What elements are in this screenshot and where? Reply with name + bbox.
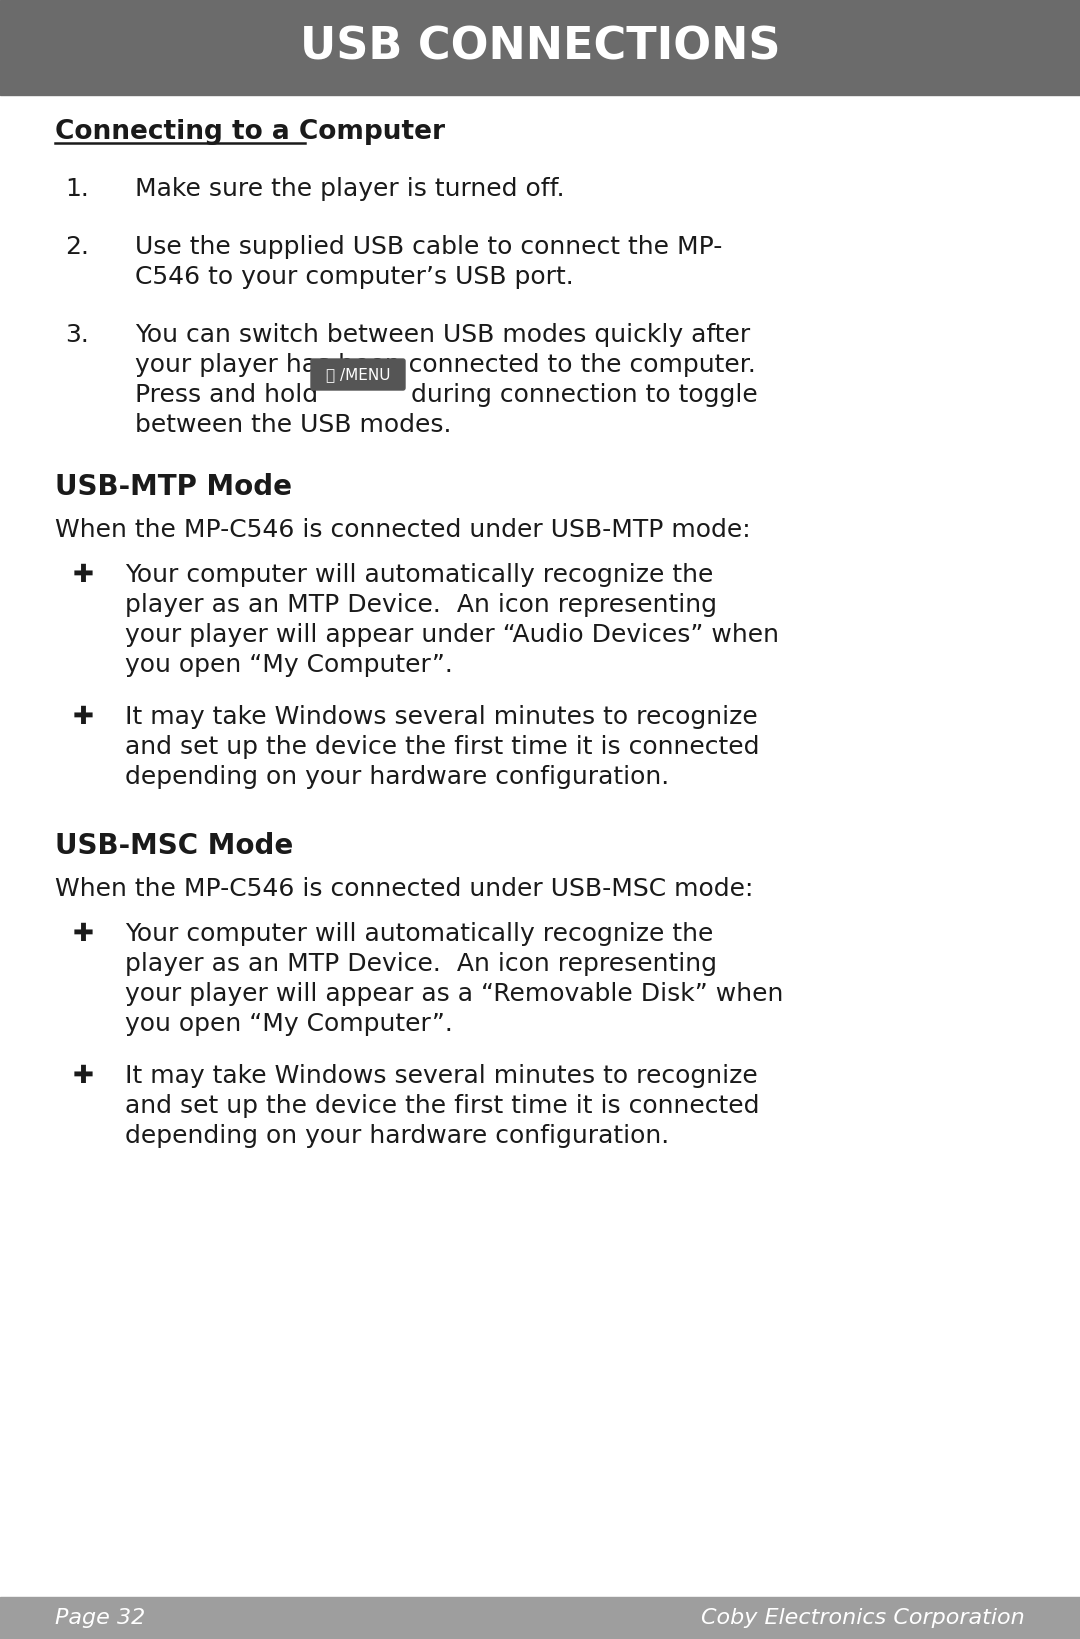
Text: your player has been connected to the computer.: your player has been connected to the co… xyxy=(135,352,756,377)
Text: Connecting to a Computer: Connecting to a Computer xyxy=(55,120,445,144)
Text: and set up the device the first time it is connected: and set up the device the first time it … xyxy=(125,734,759,759)
Text: 3.: 3. xyxy=(65,323,89,347)
Text: ⏽ /MENU: ⏽ /MENU xyxy=(326,367,390,382)
Bar xyxy=(0,1596,1080,1639)
Text: your player will appear under “Audio Devices” when: your player will appear under “Audio Dev… xyxy=(125,623,779,647)
Text: Your computer will automatically recognize the: Your computer will automatically recogni… xyxy=(125,564,714,587)
Text: your player will appear as a “Removable Disk” when: your player will appear as a “Removable … xyxy=(125,982,783,1006)
Text: you open “My Computer”.: you open “My Computer”. xyxy=(125,1011,453,1036)
Text: 2.: 2. xyxy=(65,234,89,259)
Text: ✚: ✚ xyxy=(73,705,94,729)
Text: Coby Electronics Corporation: Coby Electronics Corporation xyxy=(701,1608,1025,1628)
Text: C546 to your computer’s USB port.: C546 to your computer’s USB port. xyxy=(135,266,573,288)
Text: player as an MTP Device.  An icon representing: player as an MTP Device. An icon represe… xyxy=(125,952,717,975)
Text: You can switch between USB modes quickly after: You can switch between USB modes quickly… xyxy=(135,323,751,347)
Text: When the MP-C546 is connected under USB-MTP mode:: When the MP-C546 is connected under USB-… xyxy=(55,518,751,543)
Text: USB-MTP Mode: USB-MTP Mode xyxy=(55,474,292,502)
Text: you open “My Computer”.: you open “My Computer”. xyxy=(125,652,453,677)
Text: Press and hold: Press and hold xyxy=(135,384,319,406)
Text: USB-MSC Mode: USB-MSC Mode xyxy=(55,833,294,860)
Text: ✚: ✚ xyxy=(73,564,94,587)
Bar xyxy=(0,0,1080,95)
Text: ✚: ✚ xyxy=(73,1064,94,1088)
Text: It may take Windows several minutes to recognize: It may take Windows several minutes to r… xyxy=(125,1064,758,1088)
Text: ✚: ✚ xyxy=(73,923,94,946)
Text: depending on your hardware configuration.: depending on your hardware configuration… xyxy=(125,765,670,788)
FancyBboxPatch shape xyxy=(311,359,405,390)
Text: depending on your hardware configuration.: depending on your hardware configuration… xyxy=(125,1124,670,1147)
Text: Page 32: Page 32 xyxy=(55,1608,145,1628)
Text: and set up the device the first time it is connected: and set up the device the first time it … xyxy=(125,1093,759,1118)
Text: Use the supplied USB cable to connect the MP-: Use the supplied USB cable to connect th… xyxy=(135,234,723,259)
Text: Your computer will automatically recognize the: Your computer will automatically recogni… xyxy=(125,923,714,946)
Text: When the MP-C546 is connected under USB-MSC mode:: When the MP-C546 is connected under USB-… xyxy=(55,877,754,901)
Text: Make sure the player is turned off.: Make sure the player is turned off. xyxy=(135,177,565,202)
Text: between the USB modes.: between the USB modes. xyxy=(135,413,451,438)
Text: during connection to toggle: during connection to toggle xyxy=(411,384,758,406)
Text: It may take Windows several minutes to recognize: It may take Windows several minutes to r… xyxy=(125,705,758,729)
Text: player as an MTP Device.  An icon representing: player as an MTP Device. An icon represe… xyxy=(125,593,717,616)
Text: USB CONNECTIONS: USB CONNECTIONS xyxy=(300,26,780,69)
Text: 1.: 1. xyxy=(65,177,89,202)
